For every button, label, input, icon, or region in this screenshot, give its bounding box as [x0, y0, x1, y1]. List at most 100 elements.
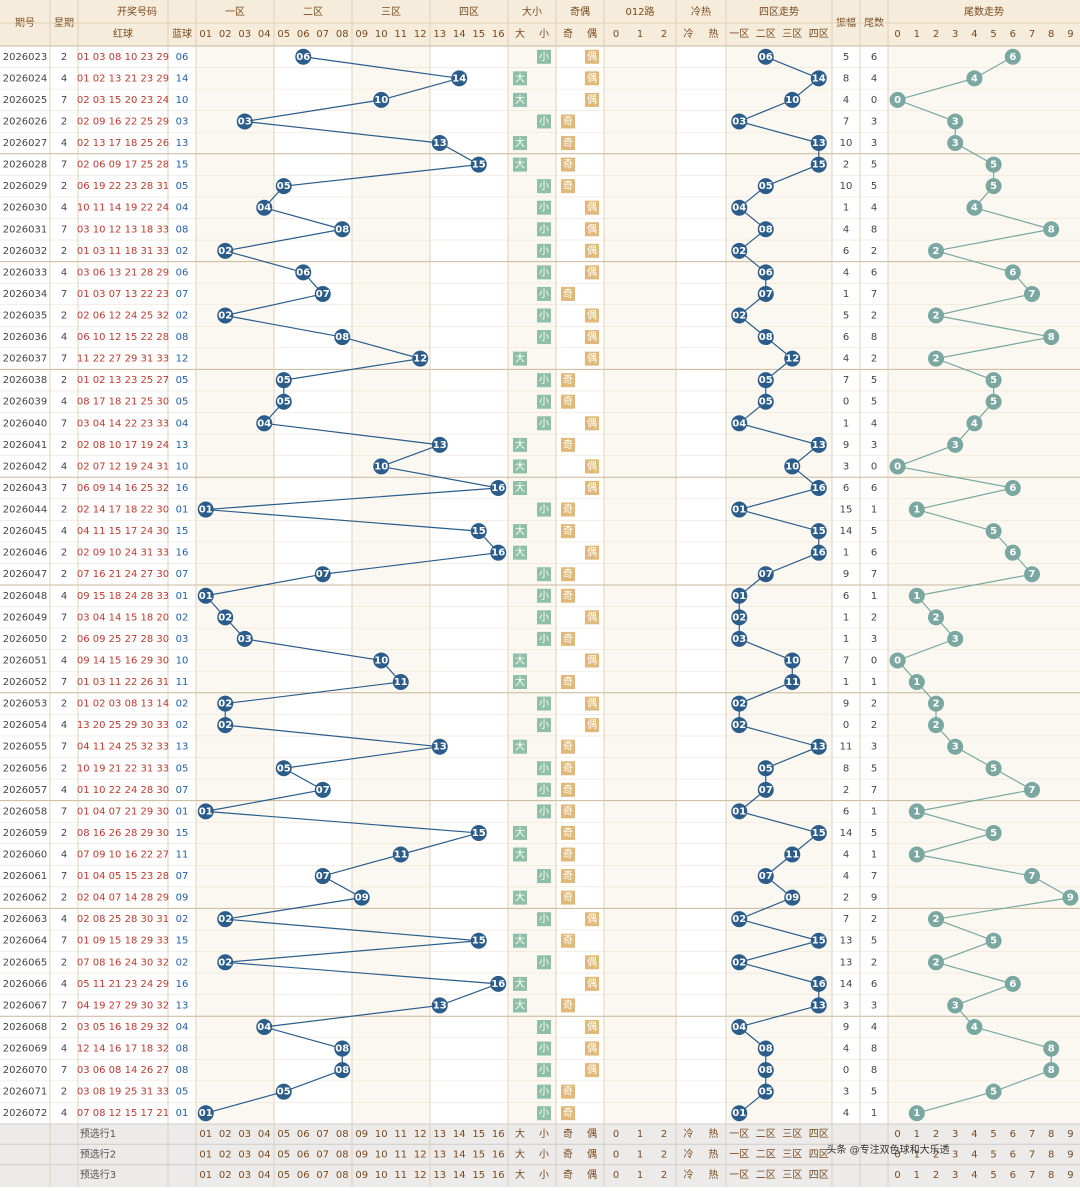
sub-header: 10 — [375, 29, 388, 40]
weekday: 7 — [61, 612, 67, 623]
amplitude: 4 — [843, 267, 849, 278]
parity-box — [561, 847, 575, 862]
size-box — [537, 567, 551, 582]
tail-dot-label: 2 — [933, 699, 940, 710]
period: 2026047 — [3, 569, 48, 580]
size-box — [537, 308, 551, 323]
amplitude: 1 — [843, 418, 849, 429]
amplitude: 6 — [843, 483, 849, 494]
blue-ball-dot-label: 04 — [257, 1022, 271, 1033]
tail-dot-label: 8 — [1048, 332, 1055, 343]
size-box — [537, 696, 551, 711]
tail-dot — [908, 674, 925, 691]
blue-ball-dot-label: 03 — [238, 634, 252, 645]
weekday: 7 — [61, 289, 67, 300]
sub-header: 14 — [453, 29, 466, 40]
tail-dot — [966, 199, 983, 216]
red-balls: 06 09 25 27 28 30 — [77, 634, 169, 645]
sub-header: 1 — [914, 29, 920, 40]
tail-trend-line — [895, 56, 1073, 1114]
footer-option: 12 — [414, 1170, 427, 1181]
parity: 偶 — [587, 977, 597, 990]
zone-dot — [784, 350, 801, 367]
size: 小 — [539, 1107, 549, 1119]
parity: 偶 — [587, 330, 597, 343]
period: 2026032 — [3, 246, 48, 257]
footer-option: 偶 — [587, 1127, 597, 1140]
zone-dot — [731, 1105, 748, 1122]
red-balls: 10 19 21 22 31 33 — [77, 763, 169, 774]
parity: 奇 — [563, 934, 573, 947]
footer-option: 1 — [914, 1149, 920, 1160]
parity-box — [585, 1041, 599, 1056]
red-balls: 02 08 10 17 19 24 — [77, 440, 169, 451]
parity: 偶 — [587, 93, 597, 106]
blue-ball-dot — [256, 415, 273, 432]
red-balls: 11 22 27 29 31 33 — [77, 354, 169, 365]
size-box — [537, 416, 551, 431]
parity: 奇 — [563, 740, 573, 753]
footer-option: 5 — [990, 1170, 996, 1181]
blue-ball-dot-label: 10 — [374, 461, 388, 472]
zone-dot — [810, 997, 827, 1014]
blue-ball-dot — [431, 436, 448, 453]
zone-dot — [784, 846, 801, 863]
size: 小 — [539, 1043, 549, 1055]
footer-label: 预选行3 — [80, 1168, 116, 1181]
footer-option: 02 — [219, 1149, 232, 1160]
period: 2026037 — [3, 354, 48, 365]
parity-box — [585, 49, 599, 64]
parity: 偶 — [587, 416, 597, 429]
blue-ball-dot-label: 15 — [472, 160, 486, 171]
weekday: 4 — [61, 138, 67, 149]
blue-ball-dot-label: 02 — [218, 699, 232, 710]
tail-dot-label: 5 — [990, 160, 997, 171]
tail-dot-label: 2 — [933, 720, 940, 731]
size: 小 — [539, 202, 549, 214]
blue-ball-dot — [431, 997, 448, 1014]
footer-option: 1 — [914, 1170, 920, 1181]
blue-ball-dot — [314, 868, 331, 885]
parity: 偶 — [587, 265, 597, 278]
footer-option: 一区 — [729, 1169, 749, 1181]
size-box — [513, 675, 527, 690]
sub-header: 3 — [952, 29, 958, 40]
footer-bg — [0, 1124, 1080, 1187]
amplitude: 14 — [840, 526, 853, 537]
size-box — [513, 71, 527, 86]
footer-option: 14 — [453, 1149, 466, 1160]
blue-ball: 10 — [176, 461, 189, 472]
blue-ball-dot-label: 02 — [218, 246, 232, 257]
size: 大 — [515, 977, 525, 990]
blue-ball: 02 — [176, 699, 189, 710]
size-box — [537, 179, 551, 194]
header-label: 四区 — [459, 6, 479, 18]
footer-option: 08 — [336, 1149, 349, 1160]
weekday: 2 — [61, 52, 67, 63]
tail-dot-label: 5 — [990, 375, 997, 386]
blue-ball-dot — [197, 803, 214, 820]
blue-ball: 12 — [176, 354, 189, 365]
footer-option: 二区 — [756, 1128, 776, 1140]
weekday: 4 — [61, 850, 67, 861]
blue-ball-dot — [470, 932, 487, 949]
tail-dot — [889, 91, 906, 108]
tail: 5 — [871, 181, 877, 192]
parity: 奇 — [563, 179, 573, 192]
footer-option: 9 — [1067, 1170, 1073, 1181]
tail-dot-label: 4 — [971, 73, 978, 84]
parity-box — [585, 416, 599, 431]
zone-dot-label: 02 — [732, 914, 746, 925]
red-balls: 01 03 11 22 26 31 — [77, 677, 169, 688]
parity-box — [561, 373, 575, 388]
zone-dot-label: 05 — [759, 397, 773, 408]
blue-ball: 02 — [176, 311, 189, 322]
footer-option: 一区 — [729, 1128, 749, 1140]
footer-option: 11 — [394, 1170, 407, 1181]
size-box — [513, 157, 527, 172]
blue-ball-dot — [217, 717, 234, 734]
amplitude: 9 — [843, 1022, 849, 1033]
weekday: 7 — [61, 677, 67, 688]
zone-dot — [731, 113, 748, 130]
blue-ball: 07 — [176, 569, 189, 580]
